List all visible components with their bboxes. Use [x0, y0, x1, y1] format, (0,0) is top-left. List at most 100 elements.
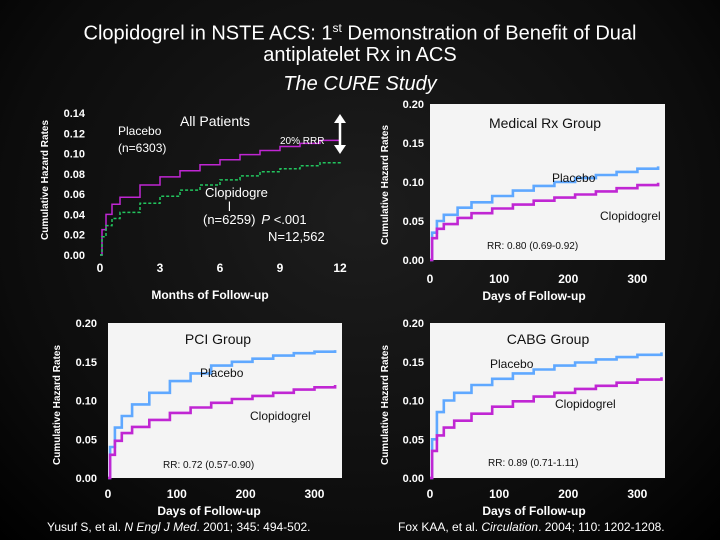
slide-title-line-2: antiplatelet Rx in ACS — [263, 44, 457, 66]
medical-rx-x-tick: 200 — [558, 272, 578, 286]
all-patients-x-tick: 3 — [157, 261, 164, 275]
all-patients-total-n: N=12,562 — [268, 229, 325, 244]
pci-y-tick: 0.15 — [76, 357, 97, 369]
cabg-y-tick: 0.00 — [403, 473, 424, 485]
cabg-plot-area — [430, 323, 665, 478]
all-patients-y-tick: 0.12 — [64, 128, 85, 140]
all-patients-clop-label: Clopidogre — [205, 185, 268, 200]
pci-clopidogrel-label: Clopidogrel — [250, 409, 311, 423]
cabg-lines — [430, 352, 663, 480]
pci-plot-area — [108, 323, 342, 478]
all-patients-title: All Patients — [180, 113, 250, 129]
medical-rx-y-tick: 0.15 — [403, 138, 424, 150]
cabg-title: CABG Group — [507, 331, 590, 347]
all-patients-placebo-label: Placebo — [118, 124, 162, 138]
cabg-x-ticks: 0 100 200 300 — [427, 487, 648, 501]
all-patients-y-tick: 0.14 — [64, 108, 86, 120]
pci-x-tick: 100 — [167, 487, 187, 501]
pci-x-tick: 300 — [304, 487, 324, 501]
medical-rx-y-tick: 0.20 — [403, 99, 424, 111]
citation-right: Fox KAA, et al. Circulation. 2004; 110: … — [398, 520, 665, 534]
medical-rx-x-ticks: 0 100 200 300 — [427, 272, 648, 286]
medical-rx-x-tick: 100 — [489, 272, 509, 286]
title-text-b: Demonstration of Benefit of Dual — [341, 22, 637, 45]
chart-medical-rx: Cumulative Hazard Rates 0.00 0.05 0.10 0.15… — [380, 99, 665, 303]
all-patients-clopidogrel-line — [100, 160, 341, 256]
pci-clopidogrel-line — [108, 385, 337, 480]
pci-placebo-line — [108, 350, 337, 480]
citation-left-journal: N Engl J Med — [124, 520, 197, 534]
pci-y-ticks: 0.00 0.05 0.10 0.15 0.20 — [76, 318, 97, 485]
slide-subtitle: The CURE Study — [283, 73, 437, 95]
pci-x-ticks: 0 100 200 300 — [105, 487, 325, 501]
medical-rx-title: Medical Rx Group — [489, 115, 601, 131]
pci-y-tick: 0.20 — [76, 318, 97, 330]
medical-rx-x-tick: 0 — [427, 272, 434, 286]
pci-y-tick: 0.10 — [76, 396, 97, 408]
all-patients-ylabel: Cumulative Hazard Rates — [40, 120, 51, 240]
all-patients-y-tick: 0.04 — [64, 209, 86, 221]
cabg-x-tick: 200 — [558, 487, 578, 501]
all-patients-x-tick: 9 — [277, 261, 284, 275]
cabg-y-tick: 0.05 — [403, 434, 424, 446]
pci-x-tick: 0 — [105, 487, 112, 501]
cabg-y-tick: 0.10 — [403, 396, 424, 408]
medical-rx-clopidogrel-line — [430, 182, 660, 262]
all-patients-y-tick: 0.06 — [64, 189, 85, 201]
cabg-ylabel: Cumulative Hazard Rates — [380, 345, 391, 465]
pci-lines — [108, 350, 337, 480]
medical-rx-ylabel: Cumulative Hazard Rates — [380, 125, 391, 245]
citation-right-details: . 2004; 110: 1202-1208. — [538, 520, 665, 534]
pci-y-tick: 0.05 — [76, 434, 97, 446]
citation-left-details: . 2001; 345: 494-502. — [196, 520, 311, 534]
cabg-rr: RR: 0.89 (0.71-1.11) — [488, 458, 578, 469]
medical-rx-y-tick: 0.00 — [403, 255, 424, 267]
pci-placebo-label: Placebo — [200, 366, 244, 380]
all-patients-x-ticks: 0 3 6 9 12 — [97, 261, 347, 275]
cabg-clopidogrel-label: Clopidogrel — [555, 397, 616, 411]
pci-ylabel: Cumulative Hazard Rates — [52, 345, 63, 465]
all-patients-x-tick: 12 — [333, 261, 347, 275]
citation-left: Yusuf S, et al. N Engl J Med. 2001; 345:… — [47, 520, 311, 534]
cabg-xlabel: Days of Follow-up — [482, 504, 585, 518]
pci-x-tick: 200 — [236, 487, 256, 501]
medical-rx-y-tick: 0.05 — [403, 216, 424, 228]
medical-rx-xlabel: Days of Follow-up — [482, 289, 585, 303]
cabg-x-tick: 300 — [627, 487, 647, 501]
all-patients-y-ticks: 0.00 0.02 0.04 0.06 0.08 0.10 0.12 0.14 — [64, 108, 86, 262]
cabg-y-ticks: 0.00 0.05 0.10 0.15 0.20 — [403, 318, 424, 485]
title-superscript: st — [332, 21, 342, 35]
cabg-placebo-label: Placebo — [490, 357, 534, 371]
rrr-double-arrow — [334, 114, 346, 154]
cabg-x-tick: 0 — [427, 487, 434, 501]
pci-title: PCI Group — [185, 331, 251, 347]
all-patients-placebo-line — [100, 138, 341, 256]
chart-all-patients: Cumulative Hazard Rates 0.00 0.02 0.04 0.06… — [40, 108, 347, 302]
medical-rx-x-tick: 300 — [627, 272, 647, 286]
pci-y-tick: 0.00 — [76, 473, 97, 485]
all-patients-clop-label-cont: l — [228, 199, 231, 214]
medical-rx-placebo-label: Placebo — [552, 171, 596, 185]
title-text-a: Clopidogrel in NSTE ACS: 1 — [83, 22, 333, 45]
medical-rx-plot-area — [430, 104, 665, 260]
slide-title-line-1: Clopidogrel in NSTE ACS: 1st Demonstrati… — [0, 16, 720, 46]
medical-rx-clopidogrel-label: Clopidogrel — [600, 209, 661, 223]
all-patients-rrr: 20% RRR — [280, 136, 324, 147]
pci-xlabel: Days of Follow-up — [157, 504, 260, 518]
all-patients-y-tick: 0.08 — [64, 169, 85, 181]
all-patients-y-tick: 0.00 — [64, 250, 85, 262]
cabg-y-tick: 0.20 — [403, 318, 424, 330]
medical-rx-placebo-line — [430, 166, 660, 262]
cabg-placebo-line — [430, 352, 663, 480]
chart-pci: Cumulative Hazard Rates 0.00 0.05 0.10 0.15… — [52, 318, 342, 518]
cabg-y-tick: 0.15 — [403, 357, 424, 369]
all-patients-clop-stats: (n=6259) P <.001 — [203, 212, 307, 227]
cabg-clopidogrel-line — [430, 377, 663, 480]
cabg-x-tick: 100 — [489, 487, 509, 501]
medical-rx-y-tick: 0.10 — [403, 177, 424, 189]
all-patients-y-tick: 0.10 — [64, 149, 85, 161]
medical-rx-rr: RR: 0.80 (0.69-0.92) — [487, 241, 578, 252]
citation-left-authors: Yusuf S, et al. — [47, 520, 125, 534]
